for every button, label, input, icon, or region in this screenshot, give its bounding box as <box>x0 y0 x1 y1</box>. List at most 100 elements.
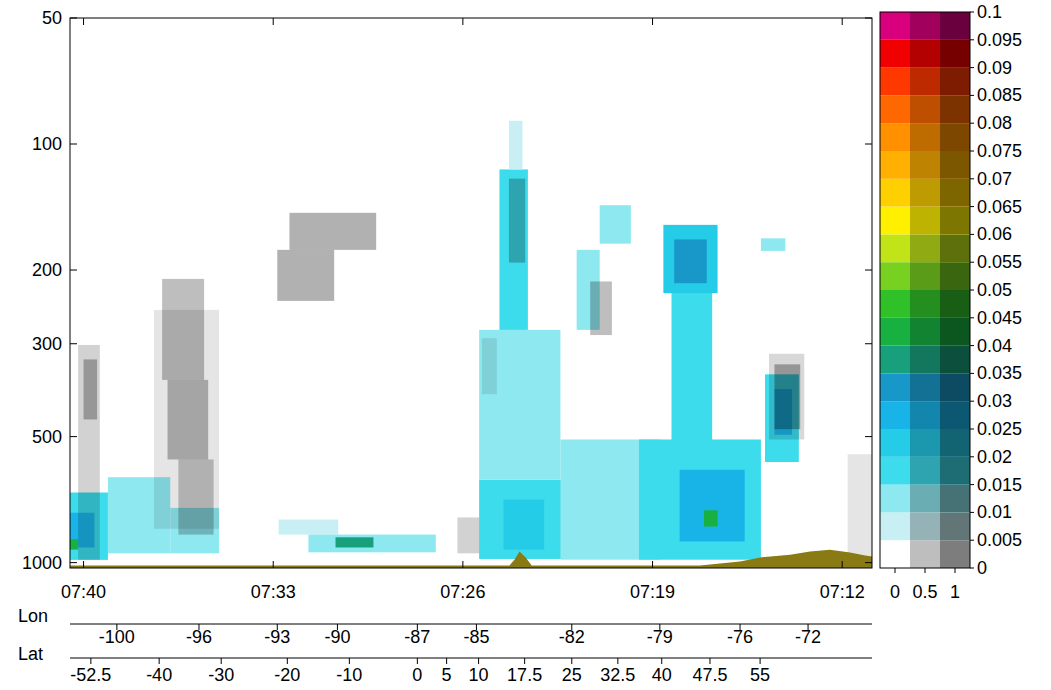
colorbar-grey-cell <box>940 290 970 318</box>
colorbar-cell <box>940 373 970 401</box>
cell <box>336 537 374 547</box>
y-tick <box>70 18 77 19</box>
colorbar-cell <box>940 234 970 262</box>
colorbar-grey-cell <box>910 512 940 540</box>
colorbar-grey-cell <box>940 318 970 346</box>
colorbar-grey-cell <box>910 95 940 123</box>
colorbar-grey-cell <box>880 290 910 318</box>
colorbar-tick-label: 0.045 <box>977 308 1022 328</box>
colorbar-grey-cell <box>940 12 970 40</box>
y-tick <box>865 436 872 437</box>
plot-frame <box>70 18 872 568</box>
colorbar-grey-cell <box>880 40 910 68</box>
x-tick-label: 07:19 <box>630 582 675 602</box>
colorbar-cell <box>880 540 910 568</box>
lat-tick <box>760 658 761 664</box>
lat-tick <box>349 658 350 664</box>
lat-tick <box>417 658 418 664</box>
colorbar-cell <box>910 457 940 485</box>
colorbar-tick-label: 0.01 <box>977 502 1012 522</box>
colorbar-cell <box>940 95 970 123</box>
lat-tick <box>90 658 91 664</box>
lon-tick-label: -93 <box>264 627 290 647</box>
colorbar-grey-cell <box>940 373 970 401</box>
lat-tick-label: -40 <box>146 665 172 685</box>
colorbar-tick-label: 0.055 <box>977 252 1022 272</box>
lat-tick-label: 25 <box>562 665 582 685</box>
colorbar-tick-label: 0.015 <box>977 475 1022 495</box>
colorbar-cell <box>880 262 910 290</box>
colorbar-grey-cell <box>910 485 940 513</box>
y-tick-label: 300 <box>32 334 62 354</box>
cell <box>674 239 707 283</box>
grey-cell <box>509 179 525 263</box>
lat-tick <box>159 658 160 664</box>
colorbar-grey-cell <box>880 151 910 179</box>
grey-cell <box>482 338 497 394</box>
colorbar-cell <box>910 485 940 513</box>
lat-tick-label: -20 <box>274 665 300 685</box>
colorbar-tick <box>970 95 974 96</box>
lat-tick <box>524 658 525 664</box>
lat-tick-label: 0 <box>412 665 422 685</box>
colorbar-cell <box>910 207 940 235</box>
colorbar-cell <box>880 234 910 262</box>
lat-tick <box>709 658 710 664</box>
colorbar-tick <box>970 512 974 513</box>
colorbar-grey-cell <box>880 12 910 40</box>
colorbar-tick <box>970 401 974 402</box>
colorbar-grey-cell <box>880 262 910 290</box>
colorbar-tick-label: 0.085 <box>977 85 1022 105</box>
grey-colorbar-tick-label: 0.5 <box>912 582 937 602</box>
y-tick <box>70 562 77 563</box>
lon-tick-label: -82 <box>559 627 585 647</box>
colorbar-grey-cell <box>910 234 940 262</box>
cell <box>639 439 761 559</box>
colorbar-cell <box>940 318 970 346</box>
grey-colorbar-tick-label: 0 <box>890 582 900 602</box>
x-tick <box>273 18 274 25</box>
colorbar-grey-cell <box>910 151 940 179</box>
lon-tick-label: -76 <box>727 627 753 647</box>
colorbar-cell <box>940 68 970 96</box>
colorbar-grey-cell <box>880 95 910 123</box>
lat-tick <box>446 658 447 664</box>
colorbar-cell <box>880 457 910 485</box>
colorbar-tick <box>970 262 974 263</box>
lon-tick-label: -100 <box>99 627 135 647</box>
colorbar-tick <box>970 234 974 235</box>
colorbar-grey-cell <box>910 290 940 318</box>
colorbar-cell <box>880 429 910 457</box>
colorbar-cell <box>880 68 910 96</box>
grey-colorbar-tick <box>925 568 926 573</box>
colorbar-grey-cell <box>880 179 910 207</box>
colorbar-cell <box>940 346 970 374</box>
grey-colorbar-tick <box>955 568 956 573</box>
cell <box>279 520 339 535</box>
colorbar-grey-cell <box>880 68 910 96</box>
grey-cell <box>848 454 872 559</box>
colorbar-tick <box>970 206 974 207</box>
x-tick <box>842 18 843 25</box>
colorbar-grey-cell <box>880 123 910 151</box>
lat-tick-label: 10 <box>469 665 489 685</box>
plot-area <box>70 18 872 568</box>
colorbar-cell <box>910 290 940 318</box>
lon-tick-label: -90 <box>324 627 350 647</box>
chart: 50100200300500100007:4007:3307:2607:1907… <box>0 0 1051 690</box>
y-tick <box>865 270 872 271</box>
colorbar-grey-cell <box>910 457 940 485</box>
grey-colorbar-tick <box>895 568 896 573</box>
colorbar-tick-label: 0.07 <box>977 169 1012 189</box>
x-tick <box>652 18 653 25</box>
grey-cell <box>289 213 376 250</box>
cell <box>761 238 785 251</box>
y-tick-label: 1000 <box>22 553 62 573</box>
lon-tick-label: -79 <box>647 627 673 647</box>
colorbar-tick <box>970 429 974 430</box>
colorbar-cell <box>940 540 970 568</box>
colorbar-cell <box>940 512 970 540</box>
colorbar-grey-cell <box>940 485 970 513</box>
colorbar-tick-label: 0.025 <box>977 419 1022 439</box>
colorbar-cell <box>940 123 970 151</box>
